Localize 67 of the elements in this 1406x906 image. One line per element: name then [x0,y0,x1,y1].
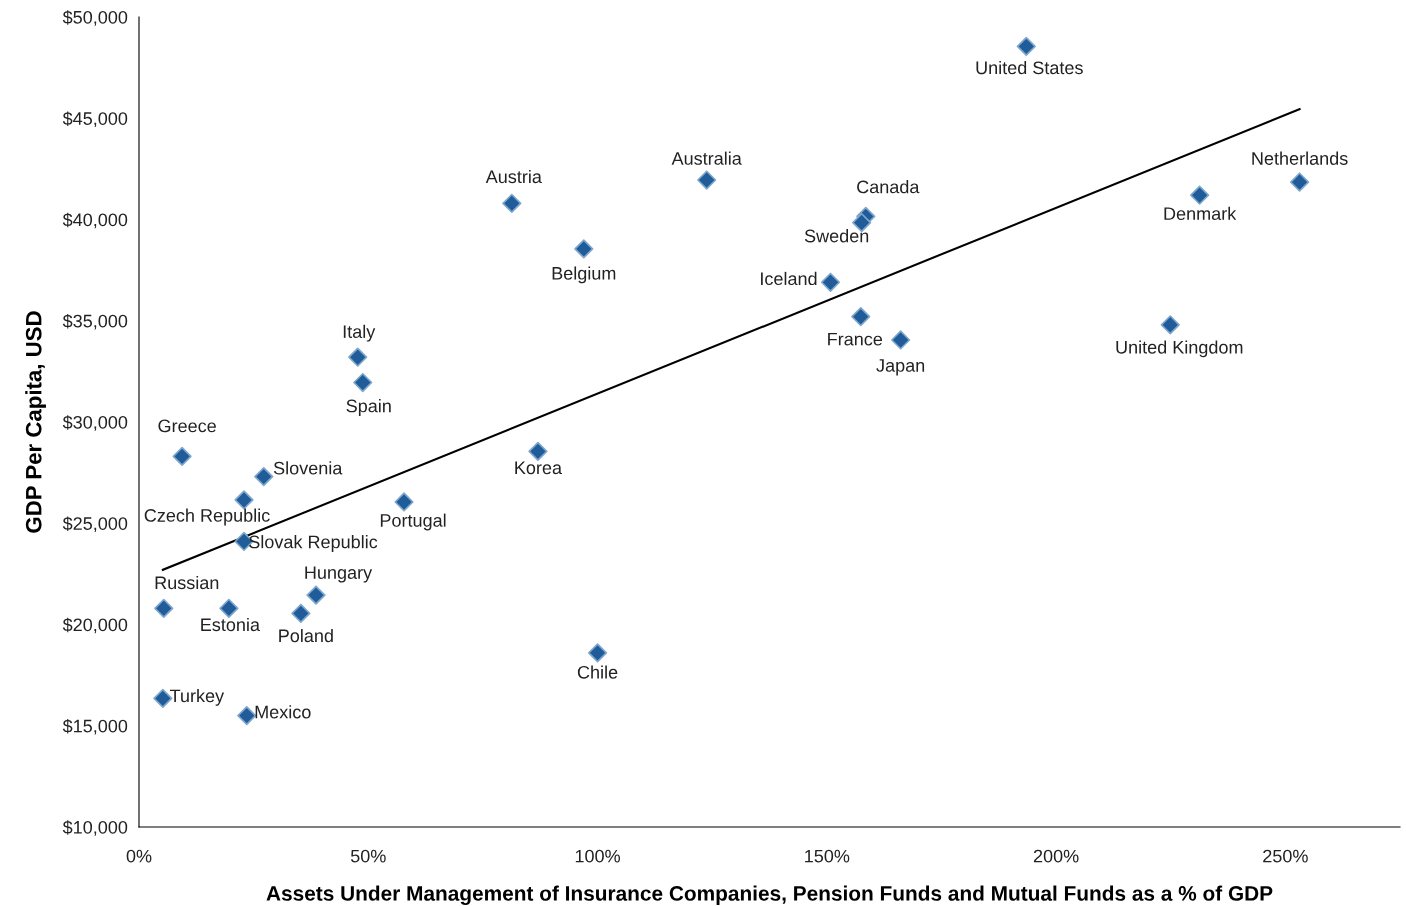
annotation: Belgium [552,266,616,284]
annotation: Slovenia [273,461,343,475]
point [697,170,717,190]
annotation: United States [976,60,1083,75]
point [1016,36,1036,56]
annotation: France [828,332,883,346]
annotation: Korea [515,461,563,475]
point [1289,172,1310,192]
point [851,307,871,327]
annotation: Italy [343,324,376,342]
annotation: Australia [671,151,742,165]
annotation: Portugal [380,513,446,531]
annotation: Japan [876,359,925,376]
annotation: Estonia [201,617,260,632]
point [574,239,594,259]
y-tick-label: $45,000 [62,111,128,128]
point [587,643,608,663]
point [306,585,326,605]
annotation: Turkey [170,689,225,706]
point [154,598,174,618]
point [502,193,522,213]
annotation: Chile [577,665,618,679]
point [291,603,311,623]
annotation: Greece [158,419,216,433]
point [1189,185,1210,205]
annotation: Denmark [1164,206,1237,221]
y-tick-label: $50,000 [62,10,128,26]
x-tick-label: 100% [575,849,620,863]
annotation: Canada [857,180,920,194]
point [234,490,254,510]
point [254,467,274,487]
annotation: Netherlands [1252,151,1348,165]
y-tick-label: $15,000 [62,718,128,735]
annotation: Spain [346,399,391,416]
point [394,492,414,512]
y-tick-label: $35,000 [62,313,128,330]
y-tick-label: $10,000 [62,820,128,836]
annotation: Czech Republic [144,508,270,526]
annotation: Mexico [255,705,311,719]
x-tick-label: 50% [350,849,386,863]
point [172,446,192,467]
y-tick-label: $40,000 [62,212,128,229]
point [891,330,911,350]
annotation: Russian [155,575,219,590]
x-tick-label: 0% [126,849,152,863]
point [219,598,239,618]
point [1160,315,1180,335]
y-tick-label: $25,000 [62,516,128,533]
x-tick-label: 150% [805,849,850,863]
annotation: Sweden [804,229,869,243]
point [353,372,373,393]
annotation: Austria [485,169,542,184]
annotation: United Kingdom [1116,340,1243,358]
point [820,272,841,292]
annotation: Hungary [305,566,373,583]
annotation: Poland [279,628,333,643]
point [528,441,548,461]
annotation: Slovak Republic [249,535,378,552]
x-tick-label: 250% [1263,849,1308,863]
y-axis-title: GDP Per Capita, USD [25,311,46,533]
point [237,706,257,726]
y-tick-label: $30,000 [62,415,128,431]
y-tick-label: $20,000 [62,617,128,634]
annotation: Iceland [761,271,817,286]
x-tick-label: 200% [1033,849,1079,863]
point [348,347,368,367]
x-axis-title: Assets Under Management of Insurance Companies, Pension Funds and Mutual Funds as a % of GDP [266,885,1273,906]
